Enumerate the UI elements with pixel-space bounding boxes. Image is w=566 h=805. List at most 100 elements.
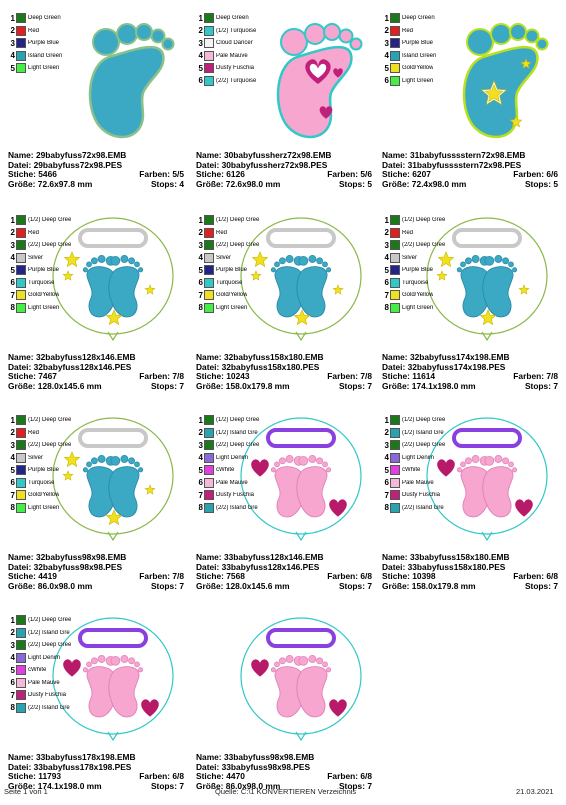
name-label: Name: bbox=[8, 752, 34, 762]
embroidery-artwork bbox=[412, 414, 562, 555]
color-legend-row: 1 (1/2) Deep Gree bbox=[381, 414, 461, 427]
size-label: Größe: bbox=[382, 580, 410, 591]
color-count: 7/8 bbox=[172, 571, 184, 582]
thread-name: Light Green bbox=[28, 65, 60, 72]
thread-name: Light Green bbox=[402, 77, 434, 84]
color-legend-row: 8 Light Green bbox=[195, 302, 275, 315]
thread-name: Light Green bbox=[402, 304, 434, 311]
color-index: 5 bbox=[10, 665, 15, 675]
design-file: 33babyfuss128x146.PES bbox=[221, 561, 320, 572]
embroidery-artwork bbox=[38, 214, 188, 355]
thread-name: Silver bbox=[28, 254, 44, 261]
thread-name: Deep Green bbox=[216, 15, 249, 22]
color-index: 1 bbox=[198, 13, 203, 23]
color-legend: 1 Deep Green 2 (1/2) Turquoise 3 Cloud D… bbox=[195, 12, 275, 87]
design-card: Name: 33babyfuss98x98.EMB Datei: 33babyf… bbox=[192, 610, 376, 805]
color-index: 2 bbox=[10, 628, 15, 638]
color-swatch bbox=[16, 690, 26, 701]
stop-count: 7 bbox=[367, 580, 372, 591]
color-swatch bbox=[390, 227, 400, 238]
color-index: 5 bbox=[384, 265, 389, 275]
design-card: 1 (1/2) Deep Gree 2 (1/2) Island Gre 3 (… bbox=[378, 410, 562, 605]
design-preview: 1 (1/2) Deep Gree 2 (1/2) Island Gre 3 (… bbox=[378, 410, 562, 550]
thread-name: Turquoise bbox=[28, 279, 55, 286]
color-index: 6 bbox=[198, 478, 203, 488]
design-name: 32babyfuss174x198.EMB bbox=[409, 352, 510, 362]
color-index: 7 bbox=[384, 490, 389, 500]
name-label: Name: bbox=[196, 352, 222, 362]
thread-name: (1/2) Deep Gree bbox=[402, 217, 446, 224]
color-index: 5 bbox=[198, 265, 203, 275]
thread-name: Red bbox=[402, 229, 414, 236]
size-label: Größe: bbox=[8, 178, 36, 189]
color-legend-row: 2 Red bbox=[381, 25, 461, 38]
color-index: 1 bbox=[10, 215, 15, 225]
thread-name: Gold/Yellow bbox=[402, 292, 434, 299]
color-legend: 1 Deep Green 2 Red 3 Purple Blue 4 Islan… bbox=[381, 12, 461, 87]
color-legend-row: 1 Deep Green bbox=[381, 12, 461, 25]
embroidery-artwork bbox=[226, 414, 376, 555]
color-legend-row: 3 (2/2) Deep Gree bbox=[7, 639, 87, 652]
design-info: Name: 31babyfusssstern72x98.EMB Datei: 3… bbox=[382, 150, 558, 189]
design-name: 33babyfuss98x98.EMB bbox=[223, 752, 315, 762]
color-legend-row: 6 Turquoise bbox=[7, 277, 87, 290]
stitches-label: Stiche: bbox=[8, 169, 36, 180]
design-size: 72.6x98.0 mm bbox=[225, 178, 281, 189]
color-index: 3 bbox=[198, 38, 203, 48]
color-count: 6/8 bbox=[546, 571, 558, 582]
color-swatch bbox=[390, 13, 400, 24]
color-legend-row: 4 Island Green bbox=[381, 50, 461, 63]
stop-count: 5 bbox=[367, 178, 372, 189]
color-swatch bbox=[16, 702, 26, 713]
color-swatch bbox=[390, 427, 400, 438]
color-count: 6/6 bbox=[546, 169, 558, 180]
color-swatch bbox=[204, 490, 214, 501]
color-swatch bbox=[204, 302, 214, 313]
color-index: 4 bbox=[384, 253, 389, 263]
thread-name: Purple Blue bbox=[216, 267, 248, 274]
thread-name: Dusty Fuschia bbox=[216, 492, 255, 499]
file-label: Datei: bbox=[8, 561, 32, 572]
color-index: 6 bbox=[384, 478, 389, 488]
stops-label: Stops: bbox=[524, 580, 551, 591]
color-index: 4 bbox=[10, 51, 15, 61]
design-size: 158.0x179.8 mm bbox=[411, 580, 476, 591]
color-legend-row: 7 Dusty Fuschia bbox=[195, 489, 275, 502]
design-info: Name: 32babyfuss98x98.EMB Datei: 32babyf… bbox=[8, 552, 184, 591]
size-label: Größe: bbox=[8, 780, 36, 791]
color-legend-row: 6 Pale Mauve bbox=[195, 477, 275, 490]
design-preview: 1 (1/2) Deep Gree 2 Red 3 (2/2) Deep Gre… bbox=[4, 410, 188, 550]
color-legend-row: 8 Light Green bbox=[7, 302, 87, 315]
color-index: 4 bbox=[10, 653, 15, 663]
design-preview: 1 Deep Green 2 Red 3 Purple Blue 4 Islan… bbox=[378, 8, 562, 148]
color-index: 1 bbox=[10, 415, 15, 425]
color-swatch bbox=[16, 252, 26, 263]
design-file: 32babyfuss158x180.PES bbox=[221, 361, 320, 372]
stitch-count: 11793 bbox=[38, 771, 62, 782]
design-card: 1 (1/2) Deep Gree 2 Red 3 (2/2) Deep Gre… bbox=[4, 410, 188, 605]
color-index: 8 bbox=[384, 303, 389, 313]
color-swatch bbox=[204, 427, 214, 438]
color-legend-row: 7 Gold/Yellow bbox=[7, 289, 87, 302]
color-swatch bbox=[390, 50, 400, 61]
color-legend-row: 1 Deep Green bbox=[195, 12, 275, 25]
stitch-count: 4419 bbox=[38, 571, 57, 582]
color-swatch bbox=[16, 677, 26, 688]
color-swatch bbox=[390, 240, 400, 251]
color-swatch bbox=[204, 13, 214, 24]
design-info: Name: 29babyfuss72x98.EMB Datei: 29babyf… bbox=[8, 150, 184, 189]
color-swatch bbox=[16, 615, 26, 626]
color-legend-row: 5 Light Green bbox=[7, 62, 87, 75]
thread-name: Red bbox=[28, 229, 40, 236]
stops-label: Stops: bbox=[524, 380, 551, 391]
color-index: 6 bbox=[384, 278, 389, 288]
design-file: 33babyfuss98x98.PES bbox=[221, 761, 311, 772]
stop-count: 7 bbox=[367, 380, 372, 391]
color-legend-row: 6 Turquoise bbox=[7, 477, 87, 490]
color-swatch bbox=[16, 240, 26, 251]
color-index: 1 bbox=[384, 215, 389, 225]
stitch-count: 7467 bbox=[38, 371, 57, 382]
thread-name: cWhite bbox=[216, 467, 235, 474]
stitch-count: 6207 bbox=[412, 169, 431, 180]
color-index: 5 bbox=[10, 265, 15, 275]
